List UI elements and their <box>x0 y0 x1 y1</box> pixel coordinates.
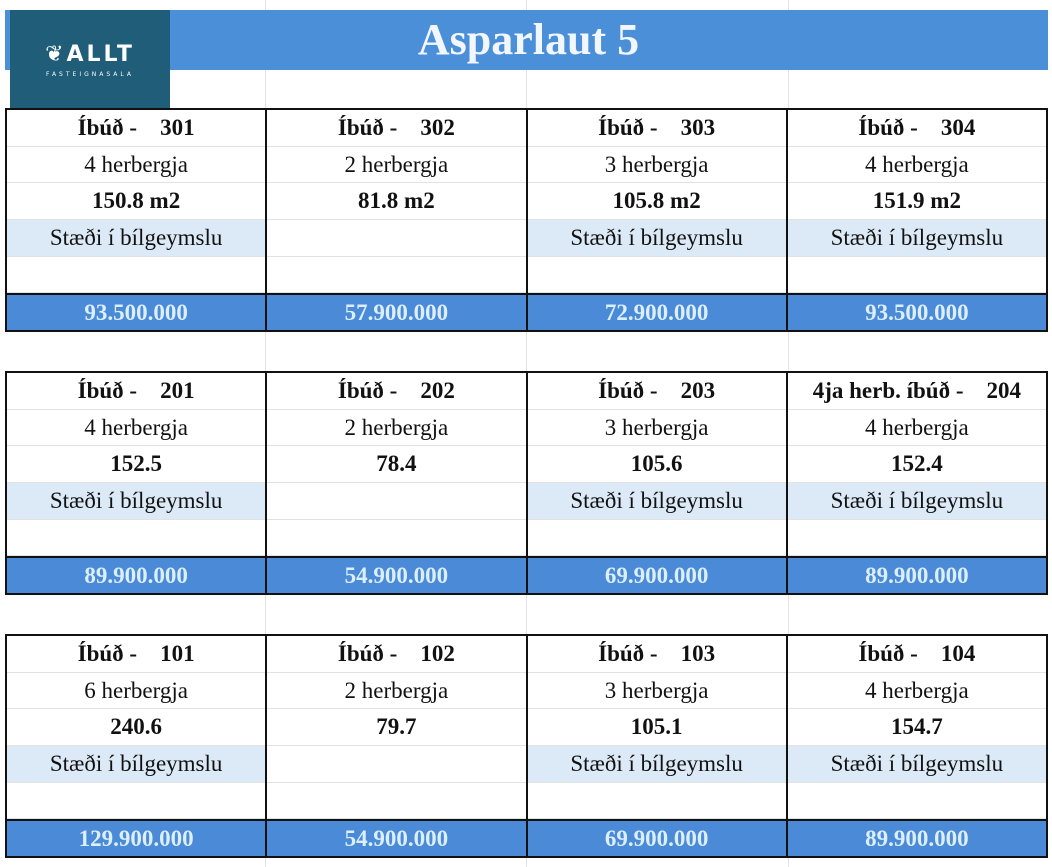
apartment-label: Íbúð - 203 <box>527 373 786 410</box>
apartment-size: 78.4 <box>267 446 526 484</box>
page-title: Asparlaut 5 <box>417 15 640 64</box>
empty-row <box>787 783 1046 820</box>
room-count: 4 herbergja <box>7 147 266 184</box>
floor-block: Íbúð - 201 4 herbergja 152.5 Stæði í bílgey… <box>5 371 1048 595</box>
parking-info: Stæði í bílgeymslu <box>787 220 1046 257</box>
apartment-label: Íbúð - 102 <box>267 636 526 673</box>
apartment-price: 54.900.000 <box>267 556 526 594</box>
apartment-price: 129.900.000 <box>7 819 266 857</box>
apartment-label: Íbúð - 202 <box>267 373 526 410</box>
apartment-card: Íbúð - 203 3 herbergja 105.6 Stæði í bílgey… <box>527 373 788 594</box>
empty-row <box>267 520 526 557</box>
apartment-price: 69.900.000 <box>527 819 786 857</box>
floor-block: Íbúð - 101 6 herbergja 240.6 Stæði í bílgey… <box>5 634 1048 858</box>
apartment-size: 150.8 m2 <box>7 183 266 221</box>
empty-row <box>267 257 526 294</box>
apartment-card: Íbúð - 101 6 herbergja 240.6 Stæði í bílgey… <box>7 636 268 857</box>
apartment-label: Íbúð - 104 <box>787 636 1046 673</box>
apartment-size: 151.9 m2 <box>787 183 1046 221</box>
apartment-label: 4ja herb. íbúð - 204 <box>787 373 1046 410</box>
room-count: 2 herbergja <box>267 147 526 184</box>
apartment-size: 105.6 <box>527 446 786 484</box>
apartment-card: Íbúð - 202 2 herbergja 78.4 54.900.000 <box>267 373 528 594</box>
apartment-label: Íbúð - 304 <box>787 110 1046 147</box>
room-count: 3 herbergja <box>527 147 786 184</box>
room-count: 2 herbergja <box>267 673 526 710</box>
apartment-label: Íbúð - 103 <box>527 636 786 673</box>
parking-info <box>267 483 526 520</box>
floor-block: Íbúð - 301 4 herbergja 150.8 m2 Stæði í bíl… <box>5 108 1048 332</box>
apartment-price: 69.900.000 <box>527 556 786 594</box>
parking-info: Stæði í bílgeymslu <box>7 483 266 520</box>
apartment-size: 154.7 <box>787 709 1046 747</box>
apartment-price: 57.900.000 <box>267 293 526 331</box>
parking-info: Stæði í bílgeymslu <box>527 220 786 257</box>
title-bar <box>5 10 1048 70</box>
empty-row <box>787 520 1046 557</box>
apartment-card: Íbúð - 104 4 herbergja 154.7 Stæði í bílgey… <box>787 636 1046 857</box>
apartment-label: Íbúð - 302 <box>267 110 526 147</box>
apartment-size: 81.8 m2 <box>267 183 526 221</box>
room-count: 3 herbergja <box>527 673 786 710</box>
empty-row <box>7 520 266 557</box>
apartment-card: Íbúð - 103 3 herbergja 105.1 Stæði í bílgey… <box>527 636 788 857</box>
apartment-price: 89.900.000 <box>7 556 266 594</box>
empty-row <box>267 783 526 820</box>
apartment-card: Íbúð - 303 3 herbergja 105.8 m2 Stæði í bíl… <box>527 110 788 331</box>
empty-row <box>527 257 786 294</box>
room-count: 4 herbergja <box>787 673 1046 710</box>
apartment-size: 79.7 <box>267 709 526 747</box>
apartment-price: 93.500.000 <box>7 293 266 331</box>
apartment-price: 89.900.000 <box>787 819 1046 857</box>
apartment-card: Íbúð - 304 4 herbergja 151.9 m2 Stæði í bíl… <box>787 110 1046 331</box>
parking-info: Stæði í bílgeymslu <box>787 746 1046 783</box>
parking-info: Stæði í bílgeymslu <box>527 483 786 520</box>
empty-row <box>787 257 1046 294</box>
logo-tagline: FASTEIGNASALA <box>46 71 134 78</box>
parking-info <box>267 746 526 783</box>
room-count: 6 herbergja <box>7 673 266 710</box>
apartment-price: 54.900.000 <box>267 819 526 857</box>
apartment-label: Íbúð - 101 <box>7 636 266 673</box>
apartment-size: 152.5 <box>7 446 266 484</box>
apartment-size: 105.8 m2 <box>527 183 786 221</box>
apartment-card: Íbúð - 302 2 herbergja 81.8 m2 57.900.000 <box>267 110 528 331</box>
parking-info: Stæði í bílgeymslu <box>787 483 1046 520</box>
room-count: 2 herbergja <box>267 410 526 447</box>
apartment-price: 89.900.000 <box>787 556 1046 594</box>
empty-row <box>7 783 266 820</box>
empty-row <box>7 257 266 294</box>
apartment-size: 105.1 <box>527 709 786 747</box>
apartment-card: 4ja herb. íbúð - 204 4 herbergja 152.4 Stæð… <box>787 373 1046 594</box>
room-count: 4 herbergja <box>787 410 1046 447</box>
parking-info: Stæði í bílgeymslu <box>7 746 266 783</box>
apartment-price: 72.900.000 <box>527 293 786 331</box>
apartment-label: Íbúð - 301 <box>7 110 266 147</box>
room-count: 3 herbergja <box>527 410 786 447</box>
logo: ❦ALLT FASTEIGNASALA <box>10 10 170 113</box>
empty-row <box>527 520 786 557</box>
apartment-price: 93.500.000 <box>787 293 1046 331</box>
empty-row <box>527 783 786 820</box>
parking-info <box>267 220 526 257</box>
apartment-size: 240.6 <box>7 709 266 747</box>
room-count: 4 herbergja <box>7 410 266 447</box>
apartment-card: Íbúð - 301 4 herbergja 150.8 m2 Stæði í bíl… <box>7 110 268 331</box>
apartment-card: Íbúð - 102 2 herbergja 79.7 54.900.000 <box>267 636 528 857</box>
logo-name: ❦ALLT <box>45 42 135 67</box>
apartment-size: 152.4 <box>787 446 1046 484</box>
room-count: 4 herbergja <box>787 147 1046 184</box>
apartment-label: Íbúð - 303 <box>527 110 786 147</box>
parking-info: Stæði í bílgeymslu <box>527 746 786 783</box>
parking-info: Stæði í bílgeymslu <box>7 220 266 257</box>
apartment-label: Íbúð - 201 <box>7 373 266 410</box>
apartment-card: Íbúð - 201 4 herbergja 152.5 Stæði í bílgey… <box>7 373 268 594</box>
